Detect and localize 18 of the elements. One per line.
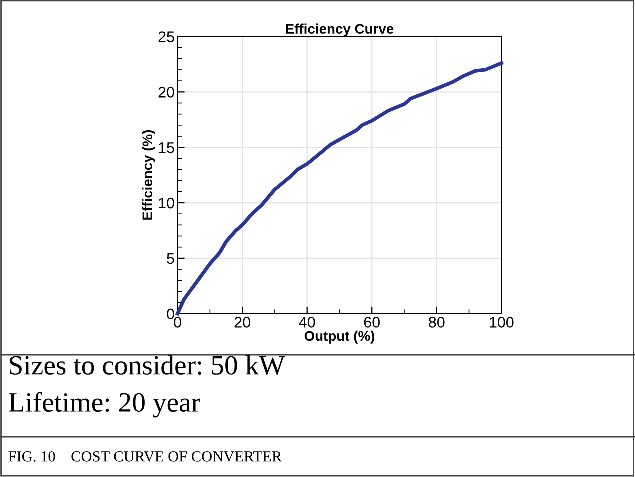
x-tick-label: 100 (490, 317, 514, 328)
y-tick-label: 5 (167, 253, 174, 264)
x-tick-label: 0 (174, 317, 182, 328)
x-tick-label: 20 (234, 317, 250, 328)
y-tick-label: 10 (159, 198, 174, 209)
caption: FIG. 10 COST CURVE OF CONVERTER (8, 452, 282, 462)
x-tick-label: 40 (299, 317, 316, 328)
y-tick-label: 0 (167, 308, 174, 320)
y-tick-label: 20 (158, 87, 174, 98)
text: Sizes to consider: 50 kW (10, 355, 286, 376)
chart-title: Efficiency Curve (286, 24, 394, 37)
y-tick-label: 15 (159, 142, 174, 154)
y-tick-label: 25 (158, 32, 174, 42)
x-tick-label: 80 (429, 317, 445, 328)
x-axis-title: Output (%) (304, 330, 375, 344)
x-tick-label: 60 (364, 317, 380, 328)
text: Lifetime: 20 year (9, 392, 200, 418)
y-axis-title: Efficiency (%) (142, 130, 156, 220)
